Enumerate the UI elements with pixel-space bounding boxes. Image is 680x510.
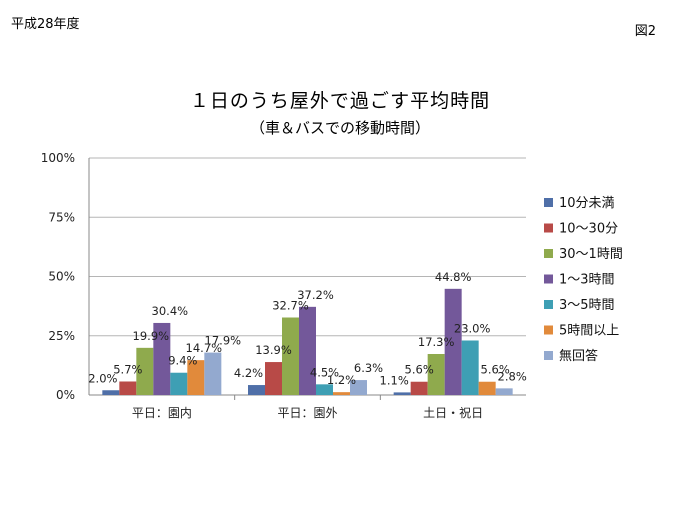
data-label: 2.8%: [498, 369, 527, 383]
data-label: 23.0%: [454, 321, 491, 335]
data-label: 1.1%: [380, 373, 409, 387]
data-label: 5.7%: [113, 362, 142, 376]
bars: [102, 288, 513, 395]
chart-title: １日のうち屋外で過ごす平均時間: [189, 90, 491, 112]
legend-swatch: [544, 198, 553, 207]
legend-label: 無回答: [559, 348, 598, 364]
bar: [393, 392, 411, 395]
legend-swatch: [544, 325, 553, 335]
data-label: 30.4%: [152, 304, 189, 318]
legend-swatch: [544, 249, 553, 258]
bar: [153, 322, 171, 395]
data-label: 6.3%: [354, 361, 383, 375]
bar: [119, 381, 137, 395]
bar: [410, 381, 428, 395]
legend-swatch: [544, 274, 553, 284]
data-label: 14.7%: [186, 341, 223, 355]
legend-label: 10分未満: [559, 196, 615, 211]
legend-label: 10～30分: [559, 222, 618, 237]
y-tick-label: 50%: [48, 270, 75, 284]
data-label: 5.6%: [481, 363, 510, 377]
legend-swatch: [544, 223, 553, 233]
bar: [265, 362, 282, 395]
bar: [248, 385, 265, 395]
y-tick-label: 25%: [48, 329, 75, 343]
data-label: 37.2%: [297, 288, 334, 302]
chart-subtitle: （車＆バスでの移動時間）: [249, 119, 430, 137]
data-label: 44.8%: [435, 270, 472, 284]
bar: [204, 352, 222, 395]
data-label: 32.7%: [272, 299, 309, 313]
data-label: 5.6%: [405, 363, 434, 377]
x-category-label: 平日：園外: [277, 406, 337, 420]
y-tick-label: 75%: [48, 210, 75, 224]
data-label: 9.4%: [168, 354, 197, 368]
bar: [316, 384, 333, 395]
x-category-label: 土日・祝日: [423, 406, 483, 420]
bar: [333, 392, 350, 395]
figure-number-label: 図2: [634, 24, 656, 39]
bar: [282, 317, 299, 395]
legend-label: 30～1時間: [559, 247, 623, 262]
bar: [170, 372, 188, 395]
bar: [187, 360, 205, 395]
legend-swatch: [544, 300, 553, 309]
data-label: 4.2%: [234, 366, 263, 380]
legend-label: 1～3時間: [559, 273, 615, 288]
bar: [350, 380, 367, 395]
legend-label: 3～5時間: [559, 298, 615, 313]
y-tick-label: 0%: [56, 388, 75, 402]
axes: 0% 25% 50% 75% 100% 平日：園内 平日：園外 土日・祝日: [41, 151, 526, 420]
bar: [478, 381, 496, 395]
legend-swatch: [544, 351, 553, 360]
bar: [299, 306, 316, 395]
data-label: 19.9%: [133, 329, 170, 343]
data-label: 4.5%: [310, 365, 339, 379]
bar: [136, 347, 154, 395]
x-category-label: 平日：園内: [132, 406, 192, 420]
data-labels: 2.0%5.7% 19.9% 30.4% 9.4%14.7%17.9% 4.2% 13.9…: [88, 270, 527, 388]
bar: [427, 353, 445, 395]
legend-label: 5時間以上: [559, 324, 619, 339]
fiscal-year-label: 平成28年度: [11, 17, 80, 32]
data-label: 17.9%: [205, 334, 242, 348]
bar: [102, 390, 120, 395]
bar: [461, 340, 479, 395]
bar: [495, 388, 513, 395]
data-label: 17.3%: [418, 335, 455, 349]
data-label: 1.2%: [327, 373, 356, 387]
bar: [444, 288, 462, 395]
y-tick-label: 100%: [41, 151, 75, 165]
data-label: 2.0%: [88, 371, 117, 385]
data-label: 13.9%: [255, 343, 292, 357]
